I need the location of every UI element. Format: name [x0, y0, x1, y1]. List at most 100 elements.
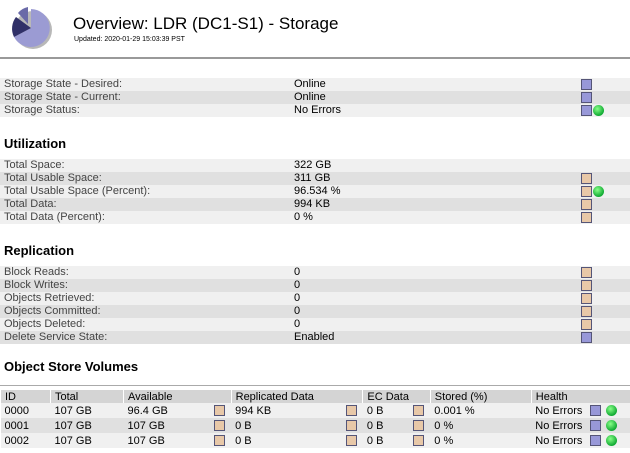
table-row: 0000 107 GB 96.4 GB 994 KB 0 B 0.001 % N… — [0, 403, 630, 418]
chart-icon[interactable] — [581, 173, 592, 184]
attribute-row: Block Writes: 0 — [0, 279, 630, 292]
ec-chart-cell — [412, 433, 430, 448]
available-chart-cell — [213, 418, 231, 433]
chart-icon[interactable] — [413, 405, 425, 416]
ok-icon[interactable] — [606, 435, 617, 446]
chart-icon[interactable] — [345, 420, 357, 431]
ok-icon[interactable] — [593, 186, 604, 197]
chart-icon[interactable] — [214, 405, 226, 416]
attribute-label: Block Writes: — [4, 279, 68, 291]
attribute-row: Storage State - Current: Online — [0, 91, 630, 104]
attribute-value: Enabled — [294, 331, 335, 343]
attribute-label: Block Reads: — [4, 266, 69, 278]
attribute-value: 311 GB — [294, 172, 331, 184]
replicated-chart-cell — [345, 433, 363, 448]
cell-total: 107 GB — [54, 419, 92, 432]
chart-icon[interactable] — [413, 420, 425, 431]
table-icon[interactable] — [581, 332, 592, 343]
cell-replicated: 994 KB — [235, 404, 272, 417]
attribute-label: Storage State - Current: — [4, 91, 121, 103]
line-chart-icon[interactable] — [581, 293, 592, 304]
cell-stored: 0.001 % — [434, 404, 475, 417]
attribute-value: 0 — [294, 305, 301, 317]
table-icon[interactable] — [581, 105, 592, 116]
attribute-row: Storage Status: No Errors — [0, 104, 630, 117]
table-row: 0001 107 GB 107 GB 0 B 0 B 0 % No Errors — [0, 418, 630, 433]
chart-icon[interactable] — [214, 420, 226, 431]
table-icon[interactable] — [590, 405, 601, 416]
attribute-row: Objects Retrieved: 0 — [0, 292, 630, 305]
attribute-label: Delete Service State: — [4, 331, 108, 343]
replicated-chart-cell — [345, 403, 363, 418]
table-icon[interactable] — [581, 79, 592, 90]
attribute-row: Storage State - Desired: Online — [0, 78, 630, 91]
cell-available: 96.4 GB — [127, 404, 168, 417]
chart-icon[interactable] — [345, 435, 357, 446]
table-icon[interactable] — [590, 420, 601, 431]
header-divider — [0, 57, 630, 59]
attribute-value: 0 — [294, 318, 301, 330]
ok-icon[interactable] — [593, 105, 604, 116]
attribute-label: Total Space: — [4, 159, 65, 171]
attribute-label: Total Usable Space (Percent): — [4, 185, 151, 197]
line-chart-icon[interactable] — [581, 319, 592, 330]
chart-icon[interactable] — [413, 435, 425, 446]
cell-ec: 0 B — [366, 404, 384, 417]
attribute-row: Total Usable Space: 311 GB — [0, 172, 630, 185]
cell-health: No Errors — [535, 434, 583, 447]
updated-timestamp: Updated: 2020-01-29 15:03:39 PST — [74, 36, 185, 43]
available-chart-cell — [213, 433, 231, 448]
attribute-row: Total Space: 322 GB — [0, 159, 630, 172]
attribute-label: Storage State - Desired: — [4, 78, 123, 90]
table-icon[interactable] — [581, 92, 592, 103]
col-ec: EC Data — [362, 390, 431, 403]
attribute-label: Objects Committed: — [4, 305, 101, 317]
health-icons-cell — [590, 403, 630, 418]
attribute-value: 0 — [294, 279, 301, 291]
storage-pie-logo-icon — [12, 7, 52, 49]
health-icons-cell — [590, 418, 630, 433]
volumes-heading: Object Store Volumes — [4, 359, 139, 374]
cell-id: 0000 — [4, 404, 29, 417]
ok-icon[interactable] — [606, 405, 617, 416]
chart-icon[interactable] — [345, 405, 357, 416]
replication-section: Block Reads: 0 Block Writes: 0 Objects Retri… — [0, 266, 630, 344]
attribute-row: Total Data (Percent): 0 % — [0, 211, 630, 224]
col-replicated: Replicated Data — [230, 390, 363, 403]
chart-icon[interactable] — [581, 199, 592, 210]
attribute-row: Total Data: 994 KB — [0, 198, 630, 211]
line-chart-icon[interactable] — [581, 306, 592, 317]
cell-stored: 0 % — [434, 419, 454, 432]
cell-replicated: 0 B — [235, 434, 252, 447]
table-icon[interactable] — [590, 435, 601, 446]
cell-available: 107 GB — [127, 419, 165, 432]
attribute-value: 96.534 % — [294, 185, 341, 197]
chart-icon[interactable] — [214, 435, 226, 446]
line-chart-icon[interactable] — [581, 280, 592, 291]
col-total: Total — [50, 390, 124, 403]
cell-stored: 0 % — [434, 434, 454, 447]
page-title: Overview: LDR (DC1-S1) - Storage — [73, 14, 339, 33]
replication-heading: Replication — [4, 243, 75, 258]
attribute-value: Online — [294, 78, 326, 90]
health-icons-cell — [590, 433, 630, 448]
attribute-row: Delete Service State: Enabled — [0, 331, 630, 344]
chart-icon[interactable] — [581, 212, 592, 223]
volumes-divider — [0, 385, 630, 386]
attribute-row: Block Reads: 0 — [0, 266, 630, 279]
line-chart-icon[interactable] — [581, 267, 592, 278]
attribute-value: 0 — [294, 292, 301, 304]
attribute-label: Storage Status: — [4, 104, 80, 116]
available-chart-cell — [213, 403, 231, 418]
attribute-value: 0 — [294, 266, 301, 278]
attribute-label: Total Usable Space: — [4, 172, 102, 184]
cell-ec: 0 B — [366, 419, 384, 432]
attribute-label: Total Data (Percent): — [4, 211, 105, 223]
attribute-value: 322 GB — [294, 159, 332, 171]
attribute-label: Objects Deleted: — [4, 318, 86, 330]
ok-icon[interactable] — [606, 420, 617, 431]
chart-icon[interactable] — [581, 186, 592, 197]
col-stored: Stored (%) — [429, 390, 532, 403]
table-header-row: ID Total Available Replicated Data EC Da… — [0, 390, 630, 403]
utilization-heading: Utilization — [4, 136, 67, 151]
